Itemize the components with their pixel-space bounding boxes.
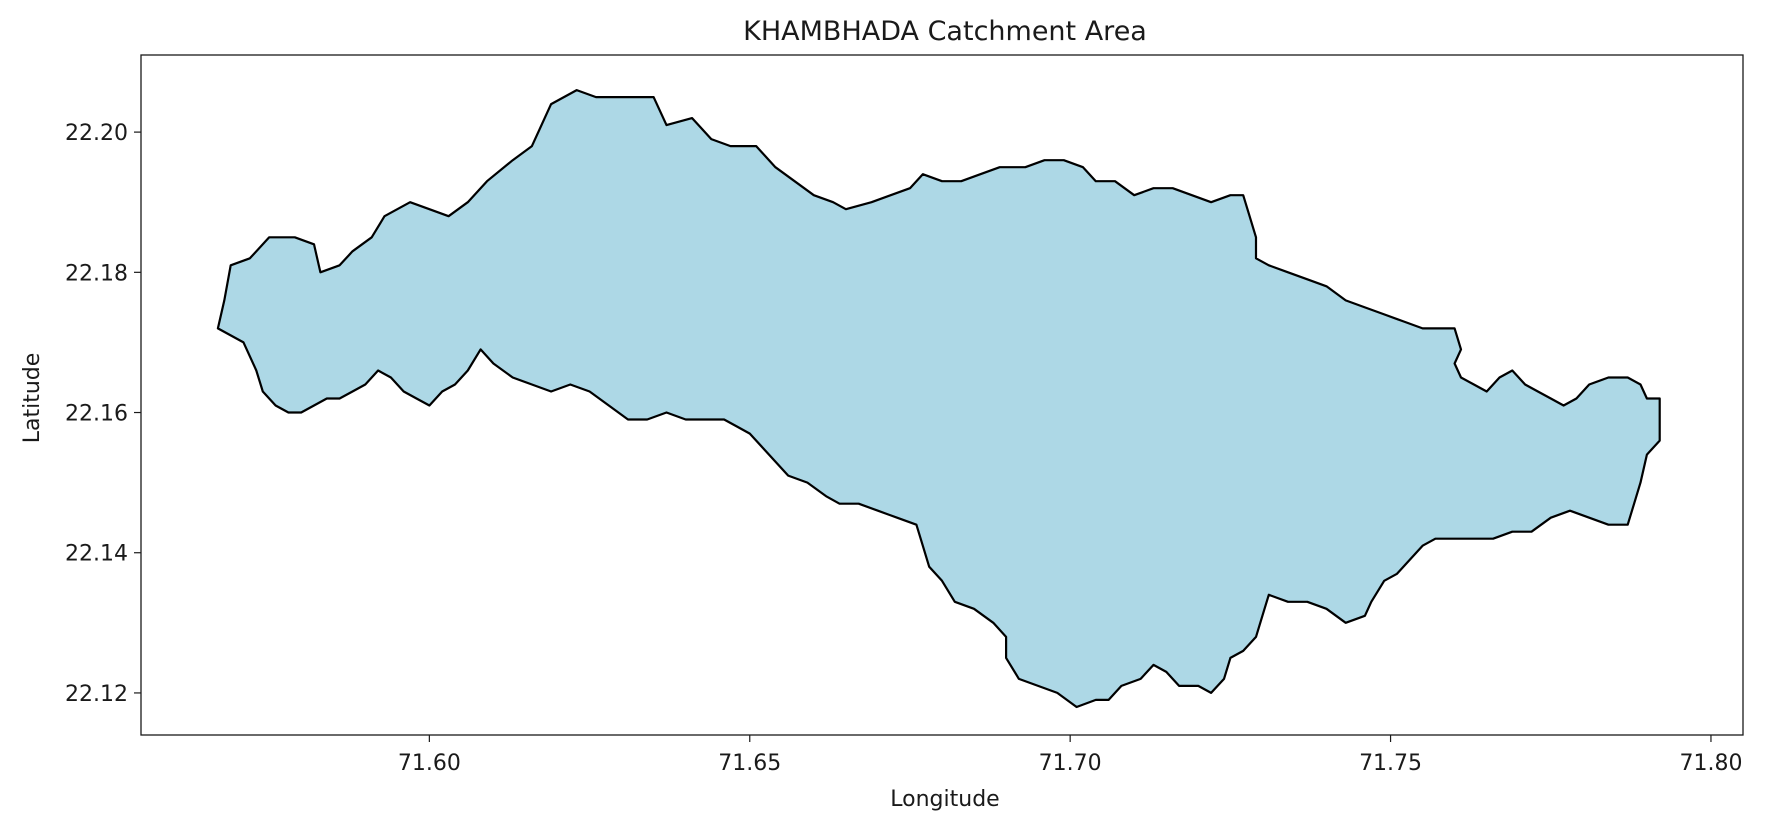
catchment-polygon [216, 89, 1661, 709]
y-axis: 22.12 22.14 22.16 22.18 22.20 [65, 121, 141, 707]
map-title: KHAMBHADA Catchment Area [743, 16, 1147, 47]
y-tick-label: 22.14 [65, 542, 128, 567]
x-tick-label: 71.80 [1679, 751, 1742, 776]
x-tick-label: 71.70 [1039, 751, 1102, 776]
plot-area [140, 54, 1744, 736]
axes-frame [140, 54, 1744, 736]
x-tick-label: 71.75 [1359, 751, 1422, 776]
y-tick-label: 22.16 [65, 402, 128, 427]
x-tick-label: 71.60 [398, 751, 461, 776]
y-axis-label: Latitude [20, 353, 45, 444]
y-tick-label: 22.20 [65, 121, 128, 146]
x-tick-label: 71.65 [718, 751, 781, 776]
x-axis: 71.60 71.65 71.70 71.75 71.80 [398, 735, 1742, 776]
y-tick-label: 22.18 [65, 261, 128, 286]
x-axis-label: Longitude [890, 787, 999, 812]
y-tick-label: 22.12 [65, 682, 128, 707]
